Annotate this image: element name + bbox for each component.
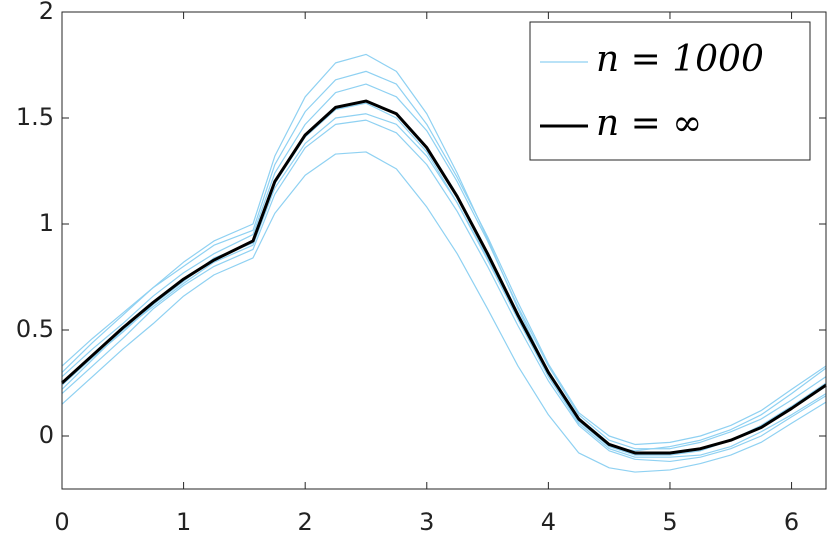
series-line [61, 119, 827, 463]
y-tick-label: 1.5 [16, 103, 54, 131]
series-line [61, 151, 827, 473]
x-tick-label: 1 [176, 508, 191, 536]
series-line [61, 53, 827, 452]
legend-label: n = ∞ [596, 103, 702, 144]
series-line [60, 99, 827, 455]
legend-box [529, 21, 811, 161]
y-tick-label: 0.5 [16, 315, 54, 343]
series-line [61, 70, 827, 446]
y-tick-label: 0 [39, 421, 54, 449]
x-tick-label: 4 [541, 508, 556, 536]
x-tick-label: 6 [784, 508, 799, 536]
y-tick-label: 2 [39, 0, 54, 25]
legend-label: n = 1000 [596, 39, 764, 80]
x-tick-label: 2 [298, 508, 313, 536]
series-line [61, 113, 827, 458]
x-tick-label: 5 [662, 508, 677, 536]
series-line [61, 83, 827, 450]
plot-frame [61, 11, 827, 490]
y-tick-label: 1 [39, 209, 54, 237]
x-tick-label: 0 [54, 508, 69, 536]
x-tick-label: 3 [419, 508, 434, 536]
